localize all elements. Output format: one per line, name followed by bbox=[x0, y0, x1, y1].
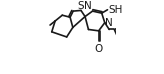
Text: N: N bbox=[84, 1, 92, 11]
Text: SH: SH bbox=[109, 5, 123, 15]
Text: N: N bbox=[105, 18, 113, 28]
Text: S: S bbox=[78, 1, 84, 11]
Text: O: O bbox=[94, 44, 103, 54]
